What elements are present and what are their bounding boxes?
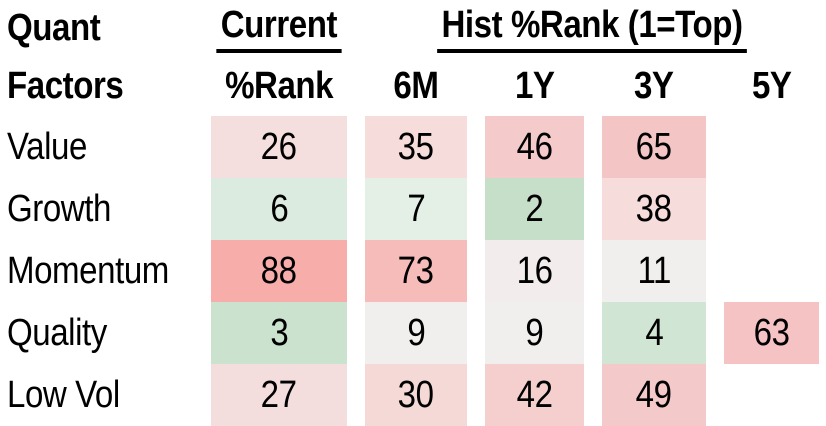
factor-label-text: Low Vol bbox=[7, 373, 120, 416]
factor-label-text: Value bbox=[7, 125, 87, 168]
current-group-label: Current bbox=[216, 4, 342, 53]
table-title-line1-text: Quant bbox=[7, 7, 101, 49]
empty-cell bbox=[724, 364, 819, 426]
heatmap-cell-value: 30 bbox=[398, 373, 434, 416]
heatmap-cell: 9 bbox=[485, 302, 584, 364]
factor-label-value: Value bbox=[0, 116, 193, 178]
factor-label-text: Quality bbox=[7, 311, 107, 354]
column-header-current-rank-text: %Rank bbox=[224, 65, 334, 107]
column-header-5y-text: 5Y bbox=[751, 65, 792, 107]
column-header-current-rank: %Rank bbox=[211, 57, 347, 116]
factor-label-momentum: Momentum bbox=[0, 240, 193, 302]
current-group-header: Current bbox=[211, 0, 347, 57]
column-header-3y-text: 3Y bbox=[634, 65, 674, 107]
heatmap-cell-value: 27 bbox=[261, 373, 297, 416]
heatmap-cell-value: 7 bbox=[407, 187, 425, 230]
heatmap-cell: 6 bbox=[211, 178, 347, 240]
heatmap-cell-value: 65 bbox=[636, 125, 672, 168]
heatmap-cell-value: 11 bbox=[637, 249, 671, 292]
heatmap-cell-value: 4 bbox=[645, 311, 663, 354]
heatmap-cell: 42 bbox=[485, 364, 584, 426]
heatmap-cell-value: 49 bbox=[636, 373, 672, 416]
heatmap-cell: 9 bbox=[365, 302, 467, 364]
heatmap-cell-value: 46 bbox=[516, 125, 553, 168]
column-header-6m-text: 6M bbox=[393, 65, 439, 107]
heatmap-cell: 46 bbox=[485, 116, 584, 178]
heatmap-cell-value: 16 bbox=[516, 249, 553, 292]
heatmap-cell: 26 bbox=[211, 116, 347, 178]
heatmap-cell-value: 9 bbox=[525, 311, 544, 354]
column-header-1y: 1Y bbox=[485, 57, 584, 116]
heatmap-cell-value: 73 bbox=[398, 249, 434, 292]
hist-group-header: Hist %Rank (1=Top) bbox=[365, 0, 819, 57]
hist-group-label: Hist %Rank (1=Top) bbox=[437, 4, 747, 53]
heatmap-cell: 7 bbox=[365, 178, 467, 240]
empty-cell bbox=[724, 240, 819, 302]
column-header-3y: 3Y bbox=[602, 57, 706, 116]
heatmap-cell-value: 6 bbox=[270, 187, 288, 230]
heatmap-cell-value: 3 bbox=[270, 311, 288, 354]
heatmap-cell-value: 26 bbox=[261, 125, 297, 168]
heatmap-cell: 11 bbox=[602, 240, 706, 302]
heatmap-cell-value: 38 bbox=[636, 187, 672, 230]
heatmap-cell-value: 9 bbox=[407, 311, 425, 354]
empty-cell bbox=[724, 116, 819, 178]
heatmap-cell: 2 bbox=[485, 178, 584, 240]
column-header-6m: 6M bbox=[365, 57, 467, 116]
heatmap-cell-value: 88 bbox=[261, 249, 297, 292]
heatmap-cell: 73 bbox=[365, 240, 467, 302]
heatmap-cell: 38 bbox=[602, 178, 706, 240]
table-title-line2-text: Factors bbox=[7, 65, 124, 107]
heatmap-cell: 35 bbox=[365, 116, 467, 178]
factor-label-text: Growth bbox=[7, 187, 111, 230]
factor-label-low-vol: Low Vol bbox=[0, 364, 193, 426]
heatmap-cell: 88 bbox=[211, 240, 347, 302]
heatmap-cell: 63 bbox=[724, 302, 819, 364]
heatmap-cell: 4 bbox=[602, 302, 706, 364]
factor-label-quality: Quality bbox=[0, 302, 193, 364]
table-title-line2: Factors bbox=[0, 57, 193, 116]
column-header-5y: 5Y bbox=[724, 57, 819, 116]
heatmap-cell: 16 bbox=[485, 240, 584, 302]
heatmap-cell: 27 bbox=[211, 364, 347, 426]
heatmap-cell-value: 42 bbox=[516, 373, 553, 416]
heatmap-cell: 49 bbox=[602, 364, 706, 426]
heatmap-cell: 65 bbox=[602, 116, 706, 178]
heatmap-cell-value: 63 bbox=[753, 311, 790, 354]
heatmap-cell: 30 bbox=[365, 364, 467, 426]
heatmap-cell: 3 bbox=[211, 302, 347, 364]
table-title-line1: Quant bbox=[0, 0, 193, 57]
column-header-1y-text: 1Y bbox=[514, 65, 555, 107]
heatmap-cell-value: 35 bbox=[398, 125, 434, 168]
factor-label-text: Momentum bbox=[7, 249, 169, 292]
heatmap-cell-value: 2 bbox=[525, 187, 544, 230]
empty-cell bbox=[724, 178, 819, 240]
factor-label-growth: Growth bbox=[0, 178, 193, 240]
